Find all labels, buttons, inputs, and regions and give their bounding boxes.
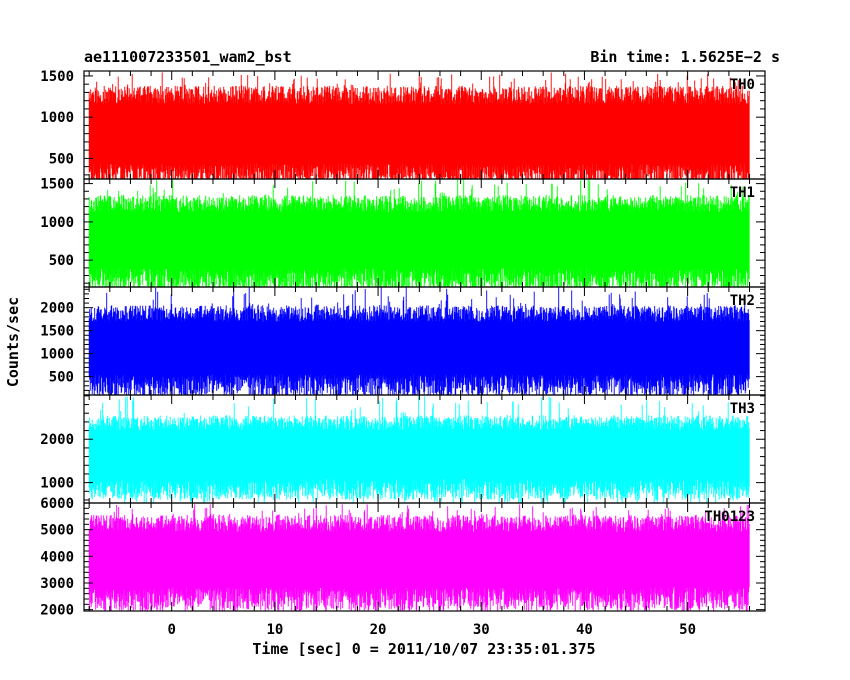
panels-group: 50010001500TH050010001500TH1500100015002… <box>40 69 766 638</box>
series-th3 <box>88 396 750 503</box>
y-tick-label: 500 <box>49 370 74 386</box>
x-tick-label: 50 <box>679 622 696 638</box>
x-tick-label: 30 <box>473 622 490 638</box>
y-tick-label: 1000 <box>40 110 74 126</box>
panel-label-th3: TH3 <box>730 401 755 417</box>
x-tick-label: 40 <box>576 622 593 638</box>
y-tick-label: 1500 <box>40 69 74 85</box>
panel-label-th1: TH1 <box>730 185 755 201</box>
y-tick-label: 3000 <box>40 576 74 592</box>
y-axis-label: Counts/sec <box>4 297 22 387</box>
panel-label-th0: TH0 <box>730 77 755 93</box>
y-tick-label: 500 <box>49 253 74 269</box>
chart-title-left: ae111007233501_wam2_bst <box>84 48 292 66</box>
series-th2 <box>88 287 750 395</box>
y-tick-label: 1000 <box>40 215 74 231</box>
y-tick-label: 2000 <box>40 301 74 317</box>
series-th0123 <box>88 504 750 611</box>
panel-frame-th0123 <box>83 502 766 612</box>
y-tick-label: 2000 <box>40 432 74 448</box>
x-tick-label: 20 <box>370 622 387 638</box>
y-tick-label: 4000 <box>40 549 74 565</box>
panel-label-th2: TH2 <box>730 293 755 309</box>
y-tick-label: 1000 <box>40 476 74 492</box>
y-tick-label: 2000 <box>40 603 74 619</box>
y-tick-label: 6000 <box>40 496 74 512</box>
panel-label-th0123: TH0123 <box>704 509 755 525</box>
x-tick-label: 0 <box>167 622 175 638</box>
x-tick-label: 10 <box>266 622 283 638</box>
series-th1 <box>88 179 750 287</box>
y-tick-label: 1000 <box>40 347 74 363</box>
chart-title-right: Bin time: 1.5625E−2 s <box>590 48 780 66</box>
y-tick-label: 500 <box>49 151 74 167</box>
x-axis-label: Time [sec] 0 = 2011/10/07 23:35:01.375 <box>252 640 595 658</box>
y-tick-label: 1500 <box>40 177 74 193</box>
series-th0 <box>88 72 750 179</box>
y-tick-label: 5000 <box>40 523 74 539</box>
y-tick-label: 1500 <box>40 324 74 340</box>
